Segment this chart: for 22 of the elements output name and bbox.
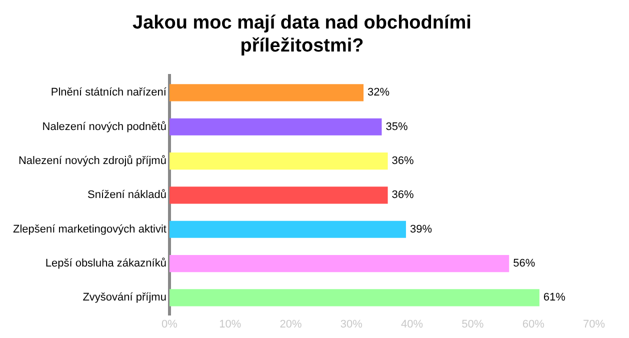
- data-label: 61%: [543, 292, 566, 304]
- y-tick-label: Zvyšování příjmu: [82, 292, 166, 304]
- y-tick-label: Nalezení nových zdrojů příjmů: [18, 155, 166, 168]
- data-label: 36%: [392, 155, 414, 168]
- chart-title: Jakou moc mají data nad obchodními příležitostmi?: [132, 12, 472, 56]
- data-label: 36%: [392, 189, 414, 202]
- y-tick-label: Nalezení nových podnětů: [42, 120, 166, 133]
- bar: [169, 152, 388, 170]
- data-label: 56%: [513, 258, 536, 270]
- bar: [169, 255, 510, 272]
- bar: [169, 118, 382, 136]
- bar: [169, 186, 388, 204]
- y-tick-label: Lepší obsluha zákazníků: [45, 258, 166, 270]
- bar: [169, 84, 364, 102]
- y-tick-label: Plnění státních nařízení: [50, 86, 168, 99]
- bar: [169, 289, 540, 306]
- y-tick-label: Zlepšení marketingových aktivit: [13, 223, 166, 236]
- data-label: 35%: [386, 120, 408, 133]
- data-label: 32%: [368, 86, 390, 99]
- bar: [169, 220, 406, 238]
- y-tick-label: Snížení nákladů: [88, 189, 166, 202]
- data-label: 39%: [410, 223, 432, 236]
